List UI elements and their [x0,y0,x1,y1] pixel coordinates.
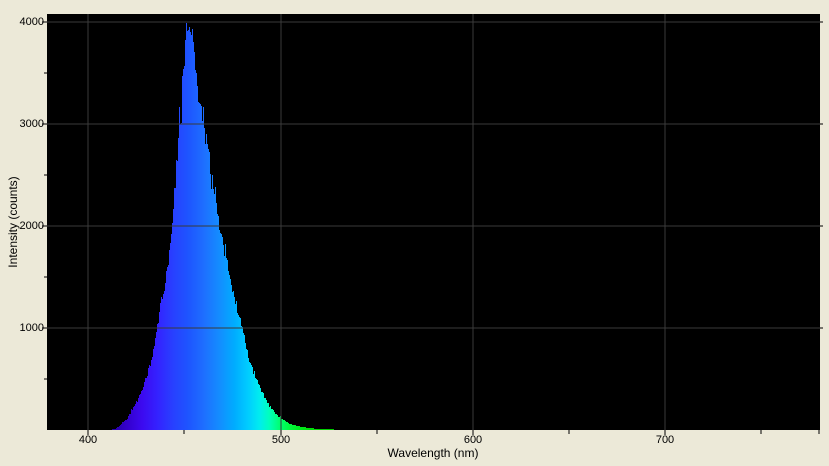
y-tick-label-1000: 1000 [19,322,44,334]
axis-ticks [42,21,823,435]
gridlines [47,14,820,430]
y-tick-label-4000: 4000 [19,16,44,28]
x-tick-label-400: 400 [78,434,98,446]
y-tick-label-3000: 3000 [19,118,44,130]
x-tick-label-500: 500 [271,434,291,446]
x-tick-label-600: 600 [463,434,483,446]
y-tick-label-2000: 2000 [19,220,44,232]
x-tick-label-700: 700 [655,434,675,446]
x-axis-title: Wavelength (nm) [387,446,479,460]
y-axis-tick-labels: 1000 2000 3000 4000 [0,0,45,466]
y-axis-title: Intensity (counts) [6,176,20,268]
